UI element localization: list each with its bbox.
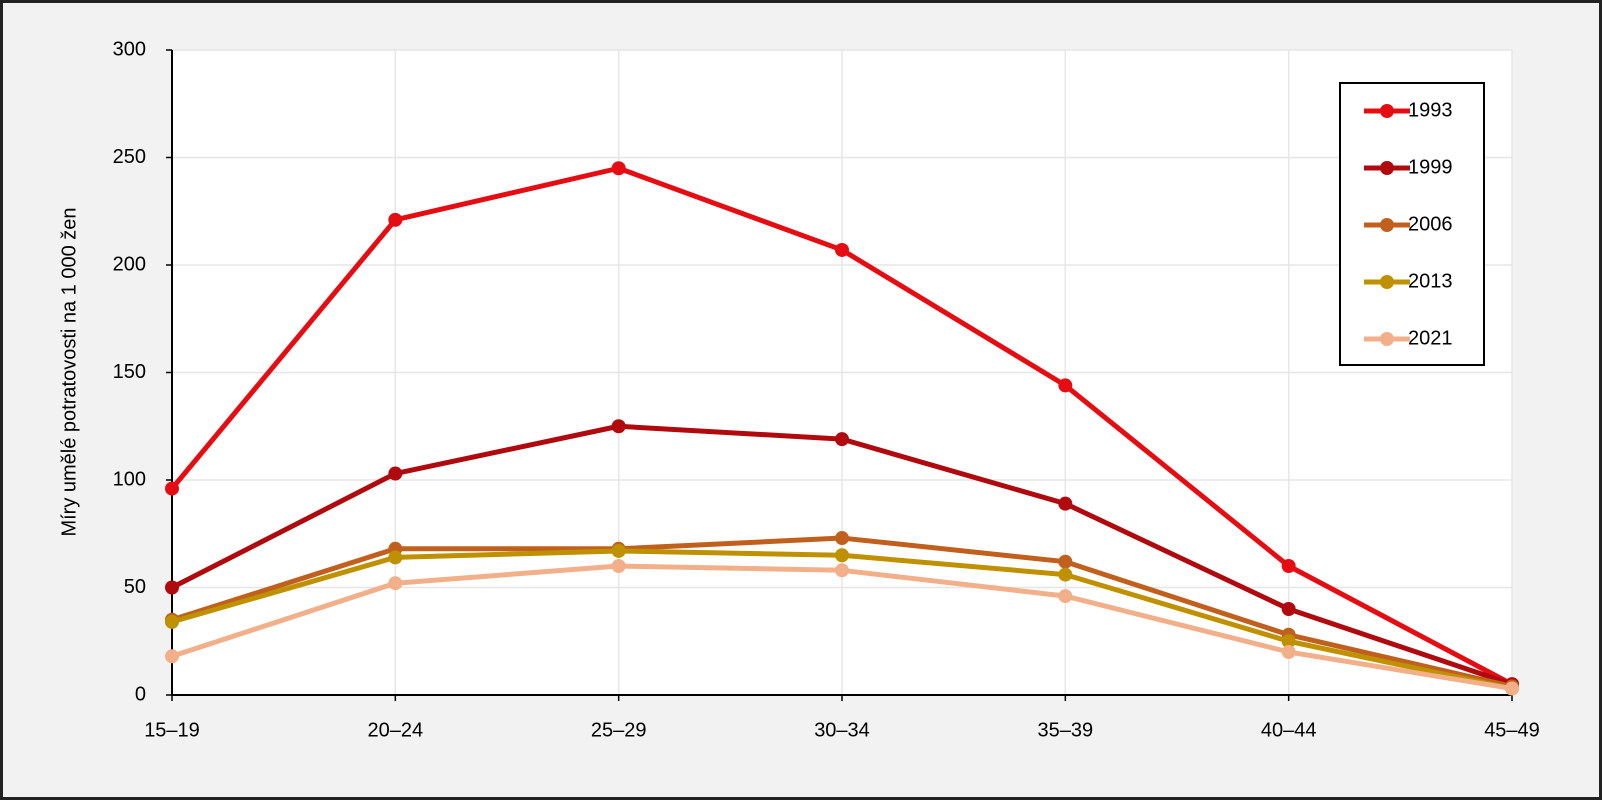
data-point (611, 161, 626, 176)
x-tick-label: 20–24 (368, 719, 424, 741)
legend-marker (1380, 104, 1394, 118)
data-point (1281, 602, 1296, 616)
y-tick-label: 200 (113, 253, 146, 275)
x-tick-label: 45–49 (1484, 719, 1540, 741)
data-point (611, 543, 626, 558)
x-tick-label: 35–39 (1038, 719, 1094, 741)
data-point (388, 550, 403, 565)
data-point (835, 432, 849, 447)
data-point (1281, 634, 1296, 649)
data-point (1505, 681, 1519, 696)
data-point (835, 531, 849, 546)
data-point (165, 481, 179, 496)
data-point (611, 419, 626, 434)
y-tick-label: 150 (113, 361, 146, 383)
data-point (1058, 589, 1073, 604)
legend-marker (1380, 332, 1394, 346)
data-point (388, 576, 403, 591)
data-point (1281, 645, 1296, 659)
y-tick-label: 0 (135, 683, 146, 705)
data-point (165, 580, 179, 595)
legend-label: 1999 (1408, 156, 1453, 178)
legend-marker (1380, 161, 1394, 175)
x-tick-label: 25–29 (591, 719, 647, 741)
data-point (388, 212, 403, 227)
data-point (1058, 378, 1073, 393)
data-point (611, 559, 626, 573)
y-tick-label: 300 (113, 38, 146, 60)
y-tick-label: 50 (124, 576, 146, 598)
data-point (1281, 559, 1296, 573)
legend-marker (1380, 218, 1394, 232)
legend-label: 1993 (1408, 99, 1453, 121)
y-axis-label: Míry umělé potratovosti na 1 000 žen (58, 207, 80, 536)
data-point (1058, 567, 1073, 582)
y-tick-label: 250 (113, 146, 146, 168)
data-point (835, 563, 849, 578)
data-point (1058, 496, 1073, 511)
data-point (835, 242, 849, 257)
data-point (835, 548, 849, 563)
x-tick-label: 30–34 (814, 719, 870, 741)
data-point (165, 649, 179, 664)
y-tick-label: 100 (113, 468, 146, 490)
data-point (388, 466, 403, 481)
data-point (165, 614, 179, 629)
x-tick-label: 40–44 (1261, 719, 1317, 741)
data-point (1058, 554, 1073, 569)
x-tick-label: 15–19 (144, 719, 200, 741)
legend-label: 2006 (1408, 213, 1453, 235)
legend-marker (1380, 275, 1394, 289)
legend-label: 2013 (1408, 270, 1453, 292)
legend-label: 2021 (1408, 327, 1453, 349)
